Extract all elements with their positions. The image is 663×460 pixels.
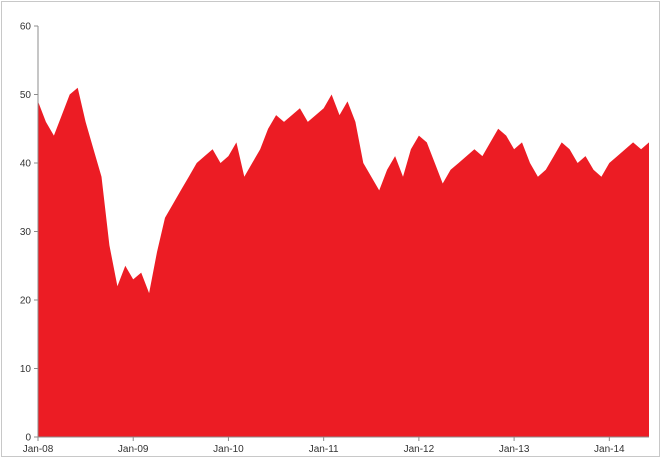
y-tick-label: 40 <box>20 159 32 170</box>
y-tick-label: 60 <box>20 22 32 33</box>
y-tick-label: 30 <box>20 227 32 238</box>
x-tick-label: Jan-14 <box>594 444 625 455</box>
x-tick-label: Jan-12 <box>404 444 435 455</box>
x-tick-label: Jan-08 <box>23 444 54 455</box>
area-layer <box>38 87 649 437</box>
axes <box>34 25 649 441</box>
series-area <box>38 87 649 437</box>
y-tick-label: 50 <box>20 90 32 101</box>
y-tick-label: 20 <box>20 296 32 307</box>
y-tick-label: 0 <box>25 433 31 444</box>
x-tick-label: Jan-09 <box>118 444 149 455</box>
x-tick-label: Jan-10 <box>213 444 244 455</box>
x-tick-label: Jan-13 <box>499 444 530 455</box>
x-tick-labels: Jan-08 Jan-09 Jan-10 Jan-11 Jan-12 Jan-13 Jan-… <box>23 444 625 455</box>
x-tick-label: Jan-11 <box>309 444 339 455</box>
y-tick-label: 10 <box>20 364 32 375</box>
y-tick-labels: 0 10 20 30 40 50 60 <box>20 22 32 444</box>
